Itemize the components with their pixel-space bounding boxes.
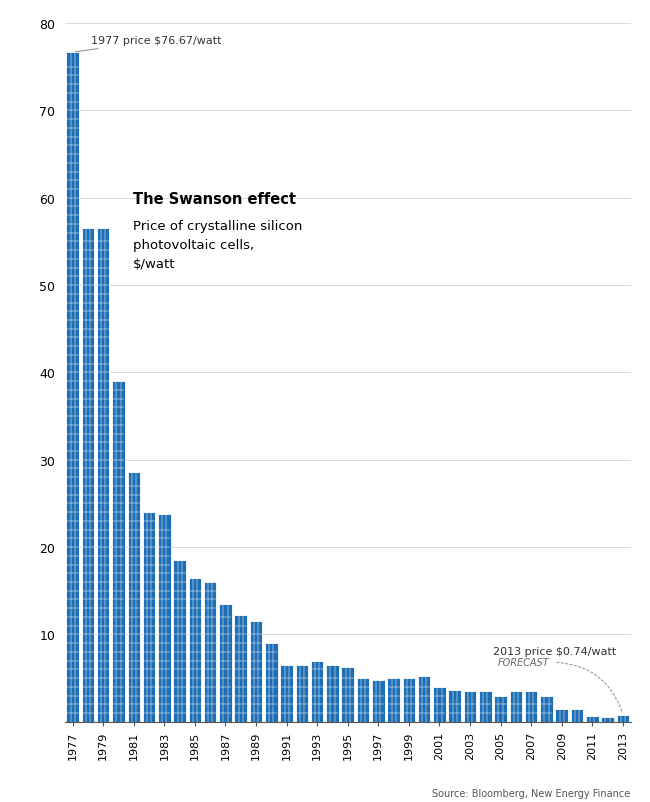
Bar bbox=[143, 512, 155, 722]
Bar bbox=[219, 604, 232, 722]
Bar bbox=[372, 680, 385, 722]
Text: Price of crystalline silicon
photovoltaic cells,
$/watt: Price of crystalline silicon photovoltai… bbox=[133, 220, 302, 270]
Bar bbox=[617, 715, 629, 722]
Bar bbox=[188, 578, 202, 722]
Bar bbox=[265, 643, 278, 722]
Text: Source: Bloomberg, New Energy Finance: Source: Bloomberg, New Energy Finance bbox=[432, 788, 630, 798]
Bar bbox=[586, 715, 599, 722]
Bar bbox=[341, 666, 354, 722]
Bar bbox=[402, 678, 415, 722]
Bar bbox=[326, 665, 339, 722]
Bar bbox=[463, 691, 476, 722]
Bar bbox=[494, 695, 507, 722]
Text: 1977 price $76.67/watt: 1977 price $76.67/watt bbox=[75, 36, 222, 53]
Text: 2013 price $0.74/watt: 2013 price $0.74/watt bbox=[493, 646, 616, 656]
Bar bbox=[448, 691, 461, 722]
Bar bbox=[601, 718, 614, 722]
Bar bbox=[510, 691, 522, 722]
Bar bbox=[112, 382, 125, 722]
Bar bbox=[250, 622, 263, 722]
Bar bbox=[204, 582, 216, 722]
Bar bbox=[357, 678, 369, 722]
Bar bbox=[540, 695, 552, 722]
Bar bbox=[280, 665, 293, 722]
Bar bbox=[158, 514, 170, 722]
Bar bbox=[479, 691, 491, 722]
Bar bbox=[235, 615, 247, 722]
Bar bbox=[387, 678, 400, 722]
Bar bbox=[433, 687, 446, 722]
Bar bbox=[66, 53, 79, 722]
Bar bbox=[82, 229, 94, 722]
Text: FORECAST: FORECAST bbox=[497, 657, 549, 667]
Bar bbox=[174, 561, 186, 722]
Bar bbox=[556, 709, 568, 722]
Bar bbox=[296, 665, 308, 722]
Text: The Swanson effect: The Swanson effect bbox=[133, 192, 296, 206]
Bar bbox=[97, 229, 109, 722]
Bar bbox=[571, 710, 583, 722]
Bar bbox=[311, 661, 324, 722]
Bar bbox=[525, 691, 538, 722]
Bar bbox=[127, 472, 140, 722]
Bar bbox=[418, 676, 430, 722]
